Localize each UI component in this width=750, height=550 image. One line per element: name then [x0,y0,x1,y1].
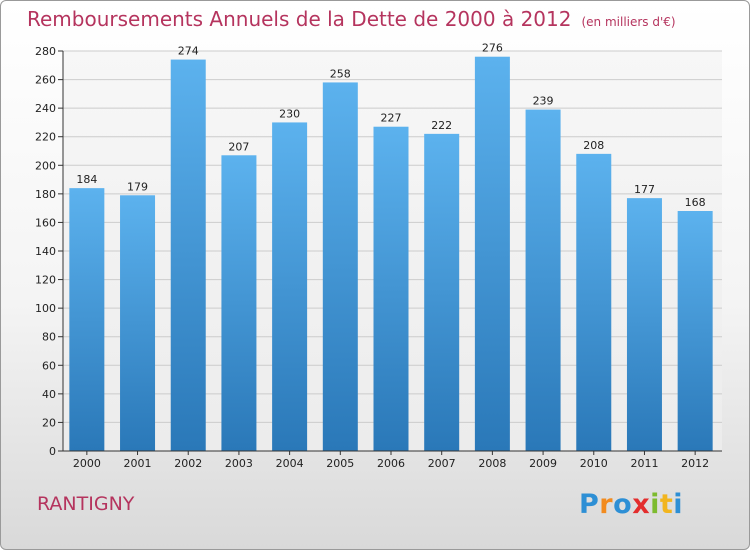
x-axis: 2000 2001 2002 2003 2004 2005 2006 2007 2008 2009… [63,450,722,470]
x-tick-label: 2012 [681,457,709,470]
logo-letter: r [599,489,614,520]
x-tick-label: 2003 [225,457,253,470]
bar-2002 [170,59,206,451]
y-tick-label: 180 [35,188,56,201]
logo-letter: x [632,489,651,520]
y-tick-label: 220 [35,131,56,144]
logo-letter: P [579,489,600,520]
y-tick-label: 160 [35,216,56,229]
bar-value-label: 258 [330,67,351,80]
bar-value-label: 227 [381,112,402,125]
bar-2005 [322,82,358,451]
x-tick-label: 2009 [529,457,557,470]
y-tick-label: 80 [42,331,56,344]
x-tick-label: 2004 [276,457,304,470]
bar-value-label: 276 [482,42,503,55]
bar-2010 [576,153,612,451]
commune-name: RANTIGNY [37,493,135,515]
bar-2008 [474,56,510,451]
y-tick-label: 120 [35,274,56,287]
bar-2000 [69,188,105,451]
bar-value-label: 230 [279,107,300,120]
x-tick-label: 2006 [377,457,405,470]
bar-2012 [677,211,713,451]
bar-2006 [373,126,409,451]
bar-value-label: 208 [583,139,604,152]
bar-value-label: 184 [76,173,97,186]
x-tick-label: 2005 [326,457,354,470]
bar-2009 [525,109,561,452]
logo-letter: i [673,489,684,520]
bar-value-label: 207 [228,140,249,153]
bar-2004 [272,122,308,451]
unit-note: (en milliers d'€) [581,15,676,29]
x-tick-label: 2001 [124,457,152,470]
bar-value-label: 179 [127,180,148,193]
x-tick-label: 2011 [630,457,658,470]
y-tick-label: 0 [49,445,56,458]
bar-value-label: 274 [178,45,199,58]
chart-title: Remboursements Annuels de la Dette de 20… [27,7,676,31]
x-tick-label: 2010 [580,457,608,470]
y-axis: 0 20 40 60 80 100 120 140 160 180 200 220 240 260 280 [35,45,64,458]
y-tick-label: 20 [42,416,56,429]
y-tick-label: 200 [35,159,56,172]
x-tick-label: 2007 [428,457,456,470]
x-tick-label: 2002 [174,457,202,470]
y-tick-label: 60 [42,359,56,372]
logo-letter: i [650,489,660,520]
bar-2001 [120,195,156,451]
logo-letter: o [613,489,633,520]
y-tick-label: 280 [35,45,56,58]
y-tick-label: 40 [42,388,56,401]
y-tick-label: 260 [35,74,56,87]
bar-value-label: 168 [685,196,706,209]
bar-2007 [424,133,460,451]
bars: 184 179 274 207 230 258 227 222 276 239 208 177 168 [69,42,713,452]
y-tick-label: 140 [35,245,56,258]
chart-title-text: Remboursements Annuels de la Dette de 20… [27,7,572,31]
bar-2003 [221,155,257,452]
bar-value-label: 177 [634,183,655,196]
y-tick-label: 240 [35,102,56,115]
x-tick-label: 2000 [73,457,101,470]
x-tick-label: 2008 [478,457,506,470]
bar-2011 [626,198,662,451]
y-tick-label: 100 [35,302,56,315]
bar-value-label: 239 [533,95,554,108]
proxiti-logo: Proxiti [579,489,683,520]
bar-value-label: 222 [431,119,452,132]
logo-letter: t [659,489,674,520]
